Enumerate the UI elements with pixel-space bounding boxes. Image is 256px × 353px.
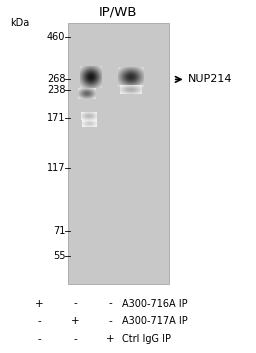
Text: -: - [74,299,77,309]
Text: 268: 268 [47,74,65,84]
Text: 71: 71 [53,226,65,236]
Bar [68,23,169,284]
Text: -: - [38,334,41,344]
Text: +: + [106,334,114,344]
Text: 117: 117 [47,163,65,173]
Text: -: - [108,299,112,309]
Text: kDa: kDa [10,18,29,28]
Text: +: + [35,299,44,309]
Text: NUP214: NUP214 [188,74,233,84]
Text: -: - [108,316,112,326]
Text: -: - [74,334,77,344]
Text: 460: 460 [47,32,65,42]
Text: +: + [71,316,80,326]
Text: Ctrl IgG IP: Ctrl IgG IP [122,334,170,344]
Text: 238: 238 [47,85,65,95]
Text: A300-716A IP: A300-716A IP [122,299,187,309]
Text: A300-717A IP: A300-717A IP [122,316,187,326]
Text: 171: 171 [47,113,65,123]
Text: IP/WB: IP/WB [99,6,138,19]
Text: 55: 55 [53,251,65,261]
Text: -: - [38,316,41,326]
